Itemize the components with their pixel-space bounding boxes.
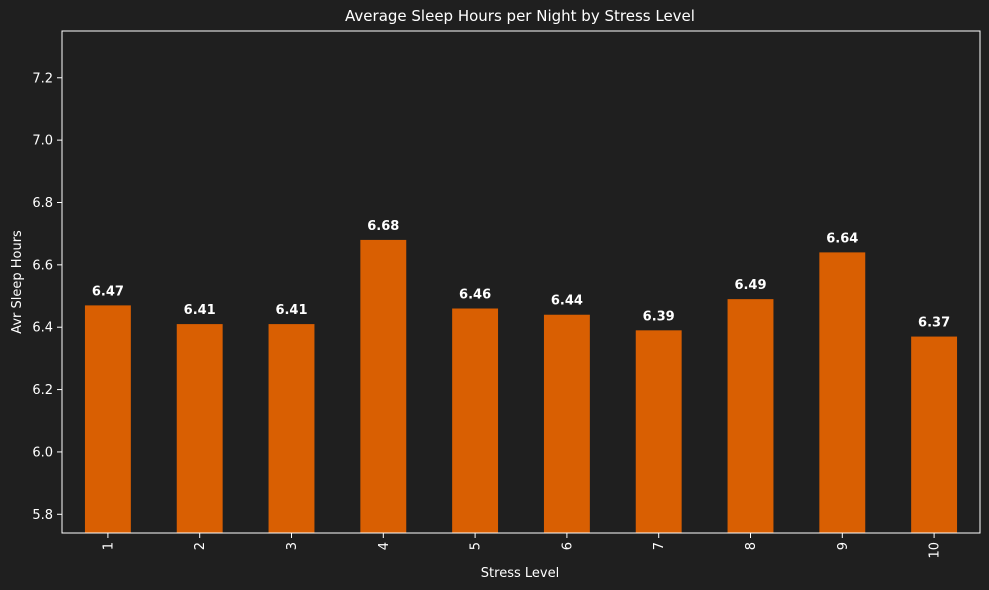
x-tick-label: 3	[285, 542, 300, 550]
y-tick-label: 6.4	[32, 321, 53, 336]
x-tick-label: 4	[377, 542, 392, 550]
bar	[452, 308, 499, 533]
x-tick-label: 9	[836, 542, 851, 550]
y-axis: 5.8 6.0 6.2 6.4 6.6 6.8 7.0 7.2	[32, 71, 62, 523]
x-tick-label: 8	[744, 542, 759, 550]
data-label: 6.41	[275, 303, 307, 318]
x-axis-label: Stress Level	[481, 566, 559, 581]
data-label: 6.39	[643, 309, 675, 324]
y-tick-label: 6.0	[32, 445, 53, 460]
data-label: 6.49	[734, 278, 766, 293]
data-label: 6.64	[826, 231, 858, 246]
bar	[635, 330, 682, 533]
bar	[176, 324, 223, 533]
x-tick-label: 7	[652, 542, 667, 550]
y-axis-label: Avr Sleep Hours	[10, 230, 25, 334]
chart-title: Average Sleep Hours per Night by Stress …	[345, 7, 695, 25]
y-tick-label: 6.8	[32, 196, 53, 211]
y-tick-label: 7.0	[32, 134, 53, 149]
plot-frame	[61, 30, 981, 534]
bar	[268, 324, 315, 533]
data-label: 6.37	[918, 316, 950, 331]
x-axis: 1 2 3 4 5 6 7 8 9 10	[101, 533, 943, 559]
bar	[543, 314, 590, 533]
bar	[84, 305, 131, 533]
bar	[911, 336, 958, 533]
data-label: 6.46	[459, 288, 491, 303]
x-tick-label: 10	[928, 542, 943, 559]
x-tick-label: 5	[469, 542, 484, 550]
y-tick-label: 5.8	[32, 508, 53, 523]
y-tick-label: 6.6	[32, 258, 53, 273]
data-label: 6.41	[184, 303, 216, 318]
bar	[360, 239, 407, 533]
y-tick-label: 7.2	[32, 71, 53, 86]
data-label: 6.44	[551, 294, 583, 309]
x-tick-label: 1	[101, 542, 116, 550]
data-label: 6.47	[92, 284, 124, 299]
x-tick-label: 2	[193, 542, 208, 550]
data-label: 6.68	[367, 219, 399, 234]
x-tick-label: 6	[560, 542, 575, 550]
bar	[727, 299, 774, 533]
plot-area: 6.47 6.41 6.41 6.68 6.46 6.44 6.39 6.49 6.64 6.37	[61, 30, 981, 534]
y-tick-label: 6.2	[32, 383, 53, 398]
bar	[819, 252, 866, 533]
